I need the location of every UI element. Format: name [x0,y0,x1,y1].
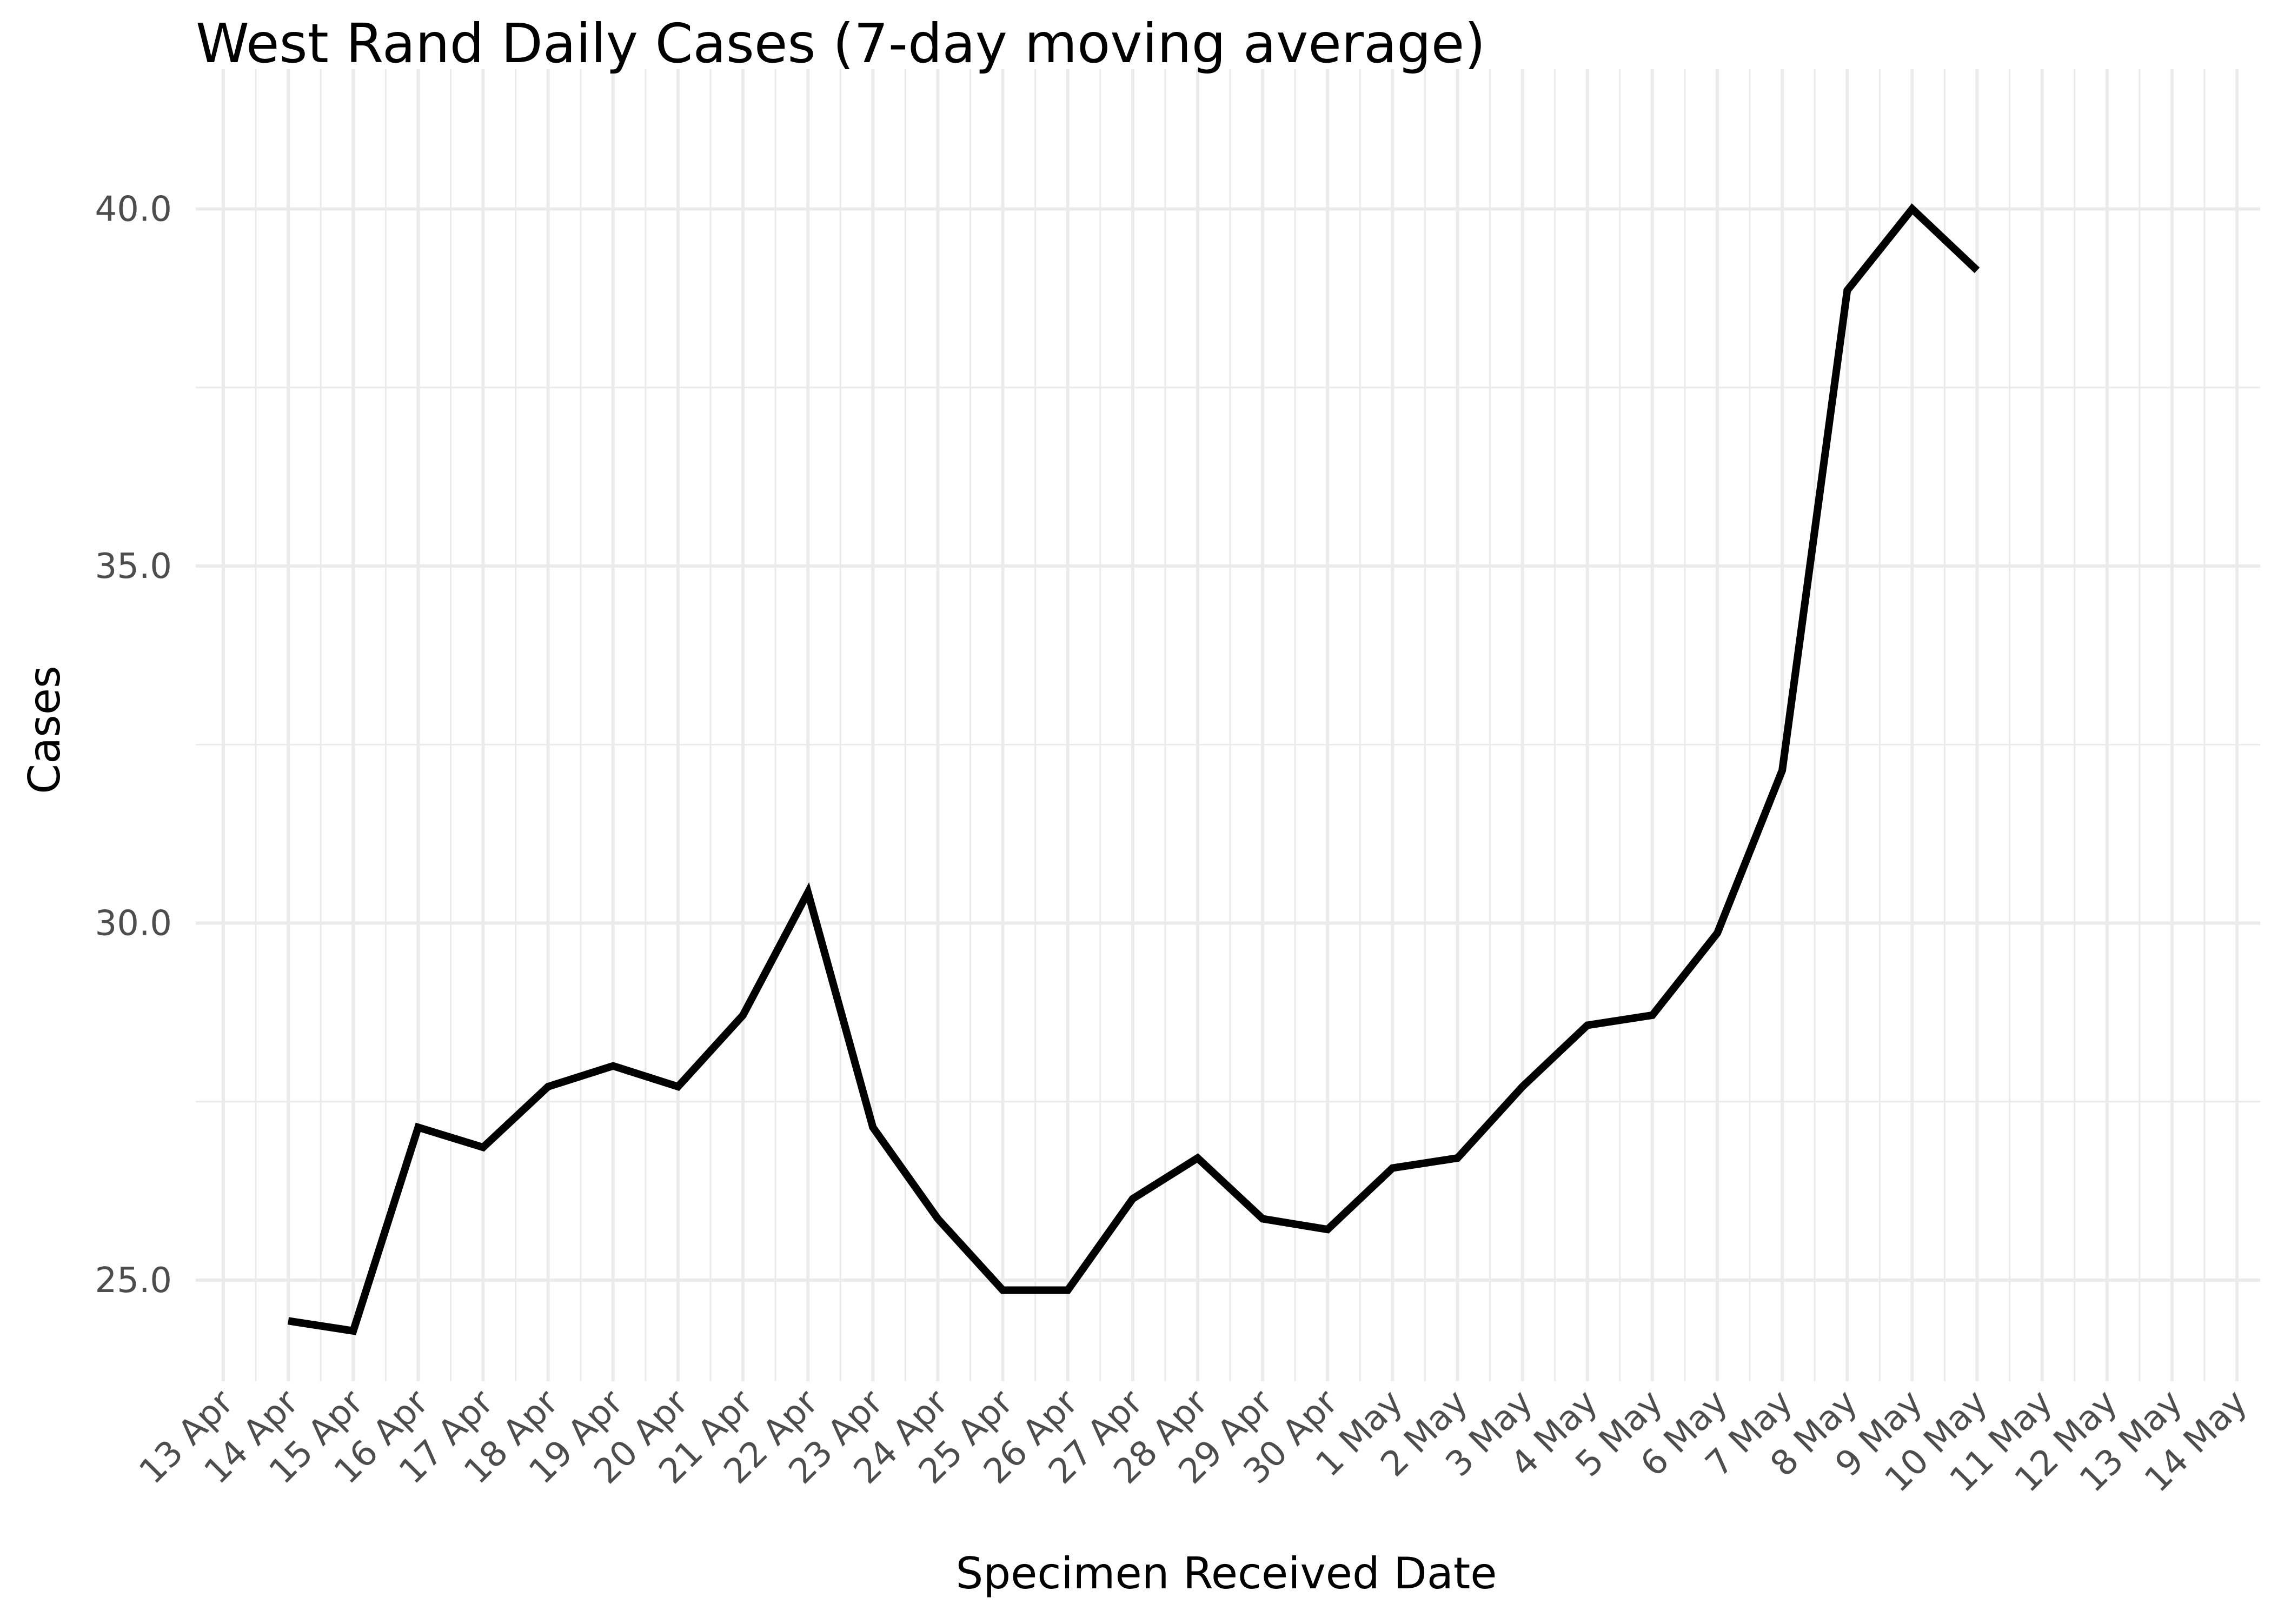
series-line [288,203,1980,1335]
y-axis-title: Cases [19,665,70,794]
y-tick-label: 25.0 [95,1261,172,1301]
y-axis-tick-labels: 25.0 30.0 35.0 40.0 [95,190,172,1301]
x-axis-title: Specimen Received Date [956,1548,1497,1599]
series-layer [288,203,1980,1335]
chart-title: West Rand Daily Cases (7-day moving aver… [196,12,1485,75]
y-tick-label: 30.0 [95,904,172,944]
y-tick-label: 35.0 [95,547,172,587]
minor-gridlines [196,69,2260,1381]
major-gridlines [196,69,2260,1381]
y-tick-label: 40.0 [95,190,172,230]
